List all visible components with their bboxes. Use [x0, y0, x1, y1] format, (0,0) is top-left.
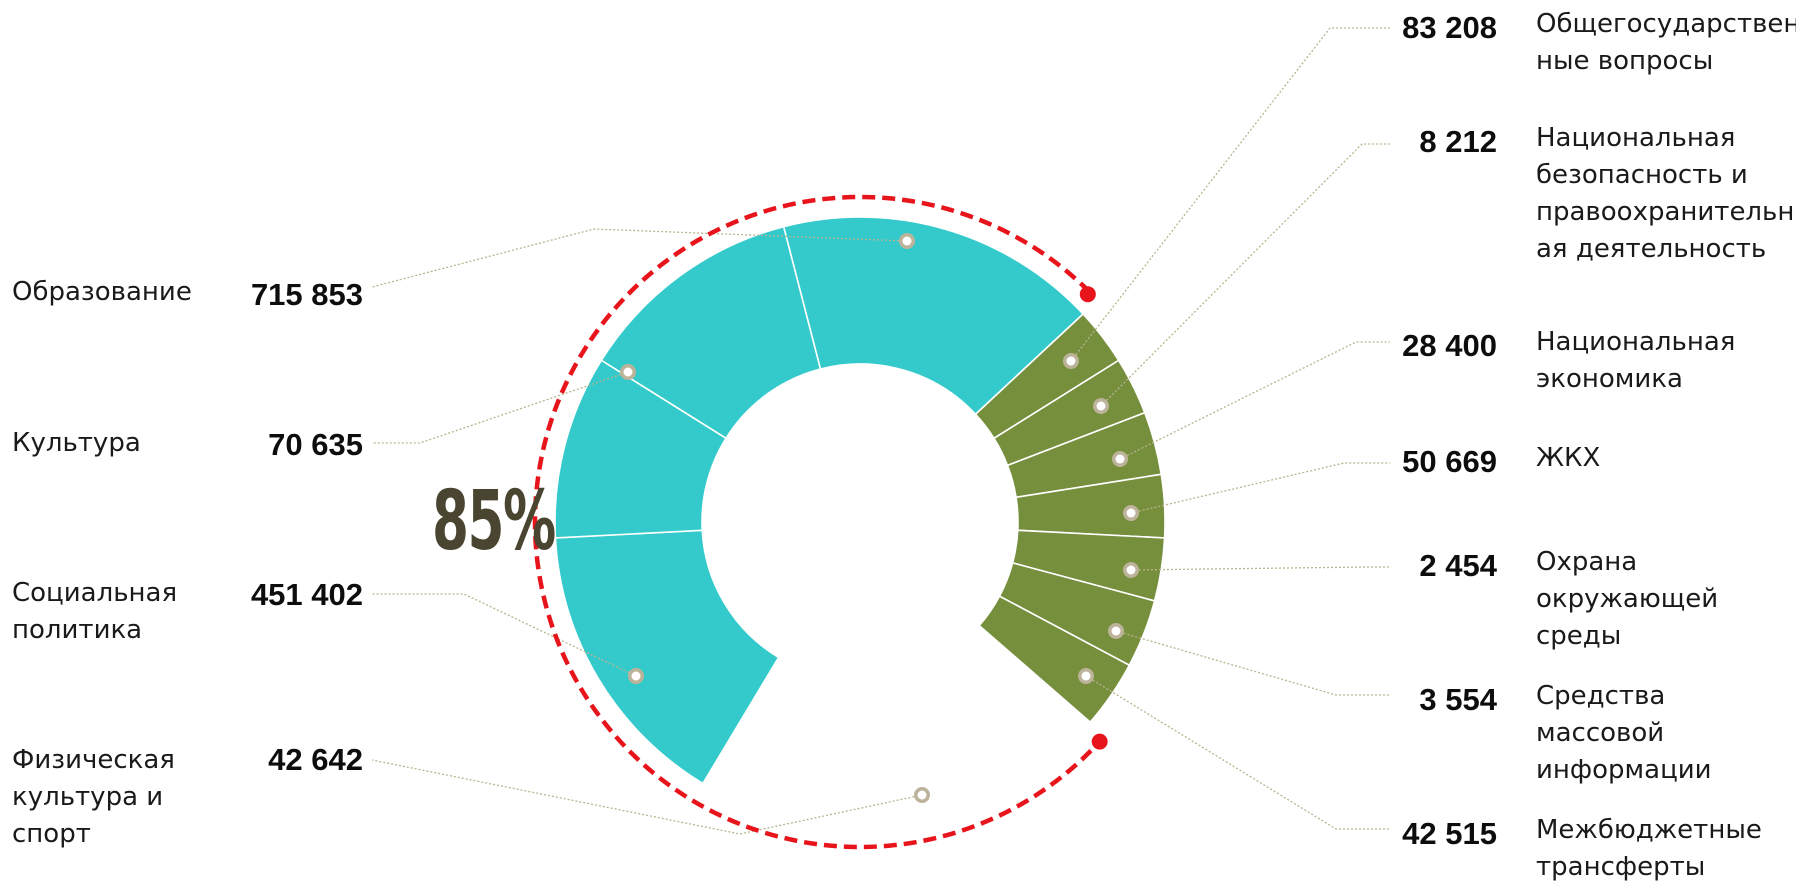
marker-dot-inner-1: [623, 367, 633, 377]
left-label-3: Физическая культура и спорт: [12, 745, 175, 849]
right-label-3: ЖКХ: [1536, 443, 1601, 473]
donut-slice-1: [600, 225, 822, 440]
right-label-2: Национальная экономика: [1536, 327, 1736, 394]
right-label-5: Средства массовой информации: [1536, 681, 1712, 785]
marker-dot-inner-6: [1115, 454, 1125, 464]
right-label-4: Охрана окружающей среды: [1536, 547, 1719, 651]
right-label-1: Национальная безопасность и правоохранит…: [1536, 123, 1795, 264]
left-value-1: 70 635: [268, 427, 363, 462]
right-value-1: 8 212: [1419, 124, 1497, 159]
right-value-2: 28 400: [1402, 328, 1497, 363]
marker-dot-inner-9: [1111, 626, 1121, 636]
donut-slice-2: [554, 529, 780, 785]
leader-line-4: [1070, 27, 1390, 362]
left-value-2: 451 402: [250, 577, 363, 612]
marker-dot-inner-10: [1081, 671, 1091, 681]
highlight-arc: [532, 194, 1100, 850]
marker-dot-inner-2: [631, 671, 641, 681]
social-share-percent: 85%: [432, 474, 556, 569]
leader-line-5: [1100, 143, 1390, 407]
right-value-0: 83 208: [1402, 10, 1497, 45]
donut-slice-3: [554, 359, 728, 539]
leader-line-3: [371, 759, 923, 835]
left-value-3: 42 642: [268, 742, 363, 777]
left-label-0: Образование: [12, 277, 192, 307]
marker-dot-inner-8: [1126, 565, 1136, 575]
right-value-6: 42 515: [1402, 816, 1497, 851]
highlight-arc-end-top: [1079, 286, 1096, 303]
leader-line-9: [1115, 630, 1390, 696]
right-value-5: 3 554: [1419, 682, 1497, 717]
marker-dot-inner-5: [1096, 401, 1106, 411]
leader-line-1: [372, 371, 629, 444]
left-value-0: 715 853: [250, 277, 363, 312]
marker-dot-inner-4: [1066, 356, 1076, 366]
highlight-arc-end-bottom: [1091, 733, 1108, 750]
donut-slice-0: [782, 216, 1085, 416]
leader-line-0: [371, 228, 908, 288]
right-value-3: 50 669: [1402, 444, 1497, 479]
right-value-4: 2 454: [1419, 548, 1497, 583]
leader-line-10: [1085, 675, 1390, 830]
right-label-0: Общегосударствен ные вопросы: [1536, 9, 1796, 76]
marker-dot-inner-3: [917, 790, 927, 800]
marker-dot-inner-0: [902, 236, 912, 246]
leader-line-7: [1130, 462, 1390, 514]
left-label-2: Социальная политика: [12, 578, 178, 645]
donut-slice-10: [978, 595, 1131, 724]
left-label-1: Культура: [12, 428, 141, 458]
right-label-6: Межбюджетные трансферты: [1536, 815, 1762, 882]
marker-dot-inner-7: [1126, 508, 1136, 518]
